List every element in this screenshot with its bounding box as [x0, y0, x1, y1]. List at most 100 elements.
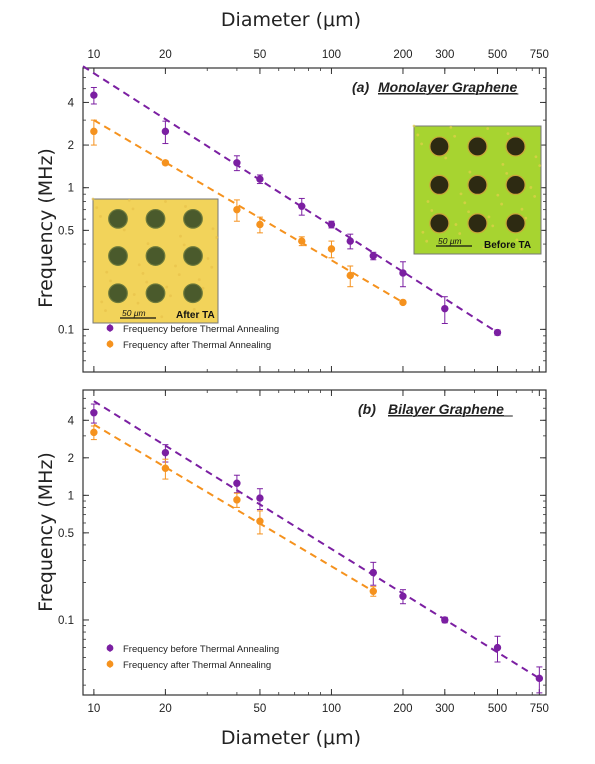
panel-label-a: (a) [352, 79, 369, 95]
inset-hole [429, 136, 450, 157]
data-point-after [399, 298, 407, 307]
data-point-before [161, 448, 170, 457]
inset-speckle [141, 272, 145, 275]
scale-label: 50 μm [122, 308, 146, 318]
inset-speckle [491, 224, 495, 228]
data-point-before [346, 237, 354, 245]
inset-hole [183, 283, 203, 304]
data-point-after [256, 220, 264, 229]
x-tick-label-top: 20 [159, 49, 172, 61]
inset-speckle [430, 209, 434, 212]
inset-speckle [453, 134, 457, 138]
inset-speckle [519, 247, 523, 251]
inset-hole [108, 283, 128, 304]
x-tick-label-top: 750 [530, 49, 549, 61]
bottom-x-axis-title: Diameter (μm) [221, 727, 361, 749]
inset-speckle [468, 170, 472, 174]
panel-a-y-axis-title: Frequency (MHz) [35, 148, 57, 308]
data-point-after [327, 245, 336, 253]
data-point-after [369, 587, 377, 595]
x-tick-label-bottom: 200 [393, 703, 412, 715]
data-point-before [493, 643, 502, 652]
inset-speckle [487, 215, 491, 219]
inset-speckle [449, 125, 453, 129]
inset-speckle [505, 171, 509, 175]
data-point-before [369, 252, 377, 260]
x-tick-label-top: 200 [393, 49, 412, 61]
inset-speckle [426, 200, 430, 203]
data-point-before [327, 220, 336, 229]
data-point-before [298, 202, 306, 210]
inset-hole [429, 213, 450, 234]
inset-speckle [210, 265, 214, 269]
inset-speckle [467, 210, 471, 214]
data-point-after [233, 205, 241, 214]
data-point-after [90, 127, 98, 136]
inset-label: After TA [176, 310, 215, 321]
panel-b-y-axis-title: Frequency (MHz) [35, 452, 57, 612]
data-point-after [233, 496, 241, 504]
inset-speckle [100, 300, 104, 304]
data-point-before [233, 479, 241, 487]
inset-speckle [501, 163, 505, 166]
panel-label-b: (b) [358, 401, 376, 417]
inset-speckle [95, 206, 99, 210]
inset-speckle [127, 198, 131, 202]
scale-label: 50 μm [438, 236, 462, 246]
x-tick-label-bottom: 100 [322, 703, 341, 715]
data-point-after [256, 517, 264, 525]
inset-speckle [506, 132, 510, 136]
inset-hole [505, 174, 526, 196]
inset-speckle [131, 207, 135, 211]
inset-speckle [145, 280, 149, 284]
plot-frame-a [82, 67, 547, 373]
data-point-after [90, 428, 98, 437]
fit-line-before [93, 400, 540, 680]
data-point-before [441, 304, 449, 313]
panel-a-monolayer: 10 20 50 100 200 300 500 750 0.1 0.5 1 2 4 (a) Monolay… [58, 49, 549, 373]
inset-speckle [99, 214, 102, 218]
inset-speckle [164, 200, 167, 203]
inset-speckle [463, 201, 467, 205]
x-tick-label-top: 100 [322, 49, 341, 61]
inset-speckle [416, 133, 420, 137]
inset-hole [145, 283, 166, 304]
data-point-before [493, 328, 502, 337]
inset-speckle [91, 197, 95, 201]
panel-title-a: Monolayer Graphene [378, 79, 517, 95]
data-point-before [256, 175, 264, 183]
inset-speckle [458, 232, 462, 235]
inset-speckle [182, 243, 186, 247]
panel-b-bilayer: 10 20 50 100 200 300 500 750 0.1 0.5 1 2 4 (b) Bilayer… [58, 389, 549, 715]
inset-speckle [122, 228, 126, 232]
y-tick-label: 0.1 [58, 615, 74, 627]
legend-label-after: Frequency after Thermal Annealing [123, 340, 271, 351]
inset-speckle [454, 223, 458, 226]
data-point-after [161, 464, 170, 472]
inset-speckle [192, 307, 196, 311]
x-tick-label-top: 500 [488, 49, 507, 61]
plot-frame-b [82, 389, 547, 696]
y-tick-label: 4 [68, 97, 75, 109]
data-point-before [535, 674, 544, 683]
x-tick-label-bottom: 20 [159, 703, 172, 715]
y-tick-label: 0.5 [58, 528, 74, 540]
inset-speckle [215, 236, 219, 239]
y-tick-label: 1 [68, 490, 74, 502]
inset-speckle [196, 316, 200, 320]
data-point-before [399, 592, 407, 600]
inset-hole [145, 246, 166, 266]
inset-hole [429, 174, 450, 196]
data-point-before [399, 269, 407, 277]
legend-label-after: Frequency after Thermal Annealing [123, 660, 271, 671]
x-tick-label-bottom: 50 [254, 703, 267, 715]
inset-speckle [197, 278, 201, 281]
inset-speckle [104, 309, 107, 312]
inset-hole [467, 136, 488, 157]
data-point-before [90, 91, 98, 99]
inset-speckle [160, 315, 164, 319]
inset-hole [108, 246, 128, 266]
inset-speckle [520, 207, 524, 211]
inset-hole [467, 174, 488, 196]
